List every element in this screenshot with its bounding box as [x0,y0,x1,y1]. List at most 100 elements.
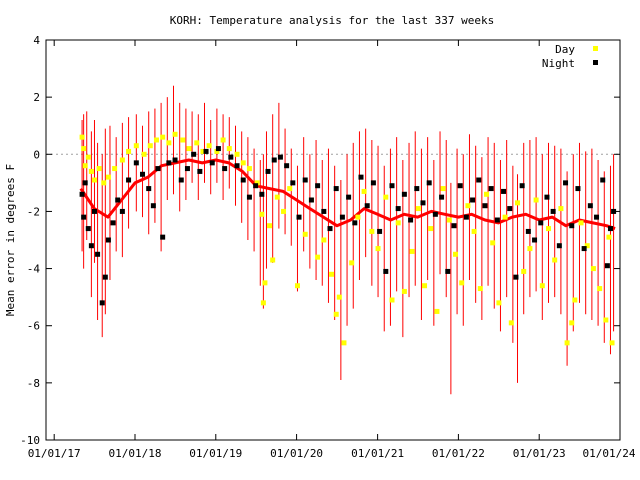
day-point [401,288,407,294]
day-point [180,137,186,143]
night-point [119,208,125,214]
x-tick-label: 01/01/22 [432,447,485,460]
night-point [611,208,617,214]
day-point [539,283,545,289]
legend-label-night: Night [542,57,575,70]
night-point [370,180,376,186]
day-point [389,297,395,303]
day-point [267,223,273,229]
day-point [564,340,570,346]
day-point [321,237,327,243]
night-point [420,200,426,206]
day-point [545,226,551,232]
day-point [369,228,375,234]
night-point [569,223,575,229]
day-point [226,146,232,152]
day-point [375,246,381,252]
night-point [408,217,414,223]
legend-label-day: Day [555,43,575,56]
day-point [409,248,415,254]
night-point [457,183,463,189]
night-point [228,154,234,160]
day-point [471,228,477,234]
y-tick-label: -8 [27,377,40,390]
day-point [270,257,276,263]
night-point [383,268,389,274]
day-point [101,180,107,186]
night-point [377,228,383,234]
day-point [294,283,300,289]
day-point [262,280,268,286]
day-point [88,168,94,174]
night-point [246,194,252,200]
day-point [260,300,266,306]
night-point [352,220,358,226]
night-point [321,208,327,214]
night-point [191,151,197,157]
day-point [329,271,335,277]
night-point [395,206,401,212]
day-point [521,268,527,274]
night-point [215,146,221,152]
night-point [240,177,246,183]
night-point [271,157,277,163]
night-point [594,214,600,220]
night-point [364,203,370,209]
night-point [389,183,395,189]
night-point [308,197,314,203]
night-point [155,166,161,172]
day-point [85,154,91,160]
night-point [234,163,240,169]
day-point [133,143,139,149]
night-point [79,191,85,197]
night-point [222,166,228,172]
y-tick-label: -10 [20,434,40,447]
day-point [569,320,575,326]
day-point [141,151,147,157]
day-point [220,137,226,143]
day-point [333,311,339,317]
day-point [552,257,558,263]
day-point [422,283,428,289]
night-point [82,180,88,186]
night-point [284,163,290,169]
day-point [484,191,490,197]
day-point [508,320,514,326]
day-point [160,134,166,140]
night-point [265,168,271,174]
day-point [281,208,287,214]
day-point [126,148,132,154]
day-point [434,308,440,314]
night-point [513,274,519,280]
legend: Day Night [542,43,598,70]
day-point [147,143,153,149]
day-point [166,140,172,146]
x-tick-label: 01/01/21 [351,447,404,460]
night-point [501,188,507,194]
night-point [482,203,488,209]
night-point [439,194,445,200]
day-point [446,217,452,223]
day-point [584,243,590,249]
night-point [253,183,259,189]
night-point [203,148,209,154]
night-point [184,166,190,172]
night-point [91,208,97,214]
night-point [81,214,87,220]
y-tick-label: 4 [33,34,40,47]
day-point [172,131,178,137]
x-tick-label: 01/01/20 [270,447,323,460]
night-point [259,191,265,197]
night-point [532,237,538,243]
x-tick-label: 01/01/17 [28,447,81,460]
night-point [575,186,581,192]
night-point [519,183,525,189]
night-point [607,226,613,232]
legend-marker-night [593,60,598,65]
night-point [451,223,457,229]
y-tick-label: 0 [33,148,40,161]
night-point [150,203,156,209]
day-point [234,151,240,157]
night-point [115,197,121,203]
